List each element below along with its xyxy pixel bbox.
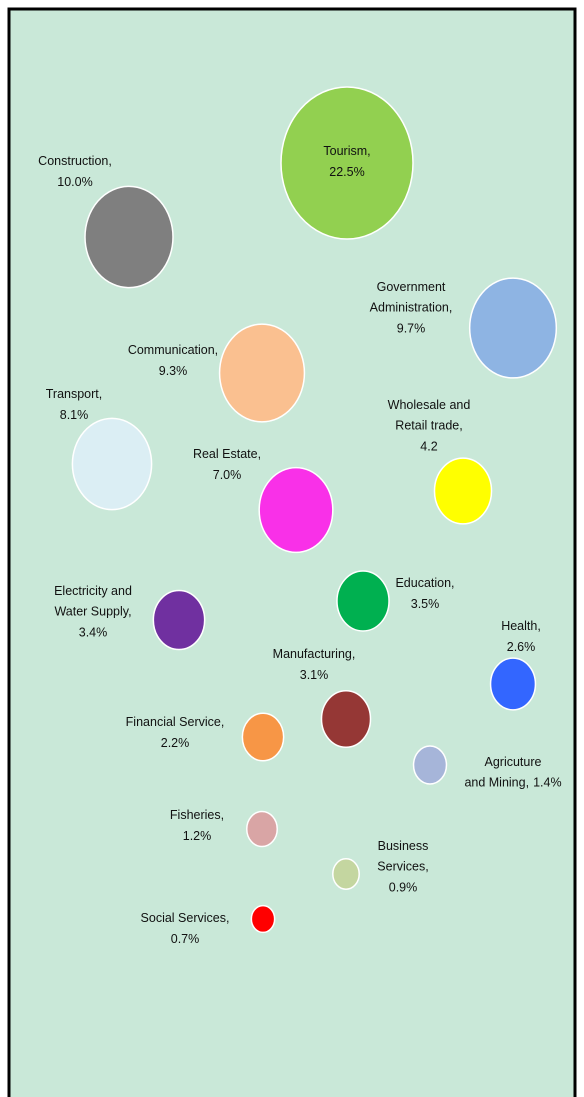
category-label: Services, (377, 860, 428, 874)
bubble-label: Water Supply, (54, 605, 131, 619)
bubble (280, 86, 414, 240)
category-label: Communication, (128, 343, 218, 357)
value-label: 7.0% (213, 468, 242, 482)
bubble-label: Electricity and (54, 584, 132, 598)
category-label: Agricuture (485, 755, 542, 769)
value-label: 2.2% (161, 736, 190, 750)
bubble-label: Tourism, (323, 144, 370, 158)
category-label: Financial Service, (126, 715, 225, 729)
bubble-label: Fisheries, (170, 808, 224, 822)
bubble (468, 277, 558, 379)
bubble-label: Financial Service, (126, 715, 225, 729)
bubble-label: and Mining, 1.4% (464, 776, 561, 790)
value-label: 4.2 (420, 439, 437, 453)
bubble-label: Construction, (38, 154, 112, 168)
bubble (246, 810, 278, 848)
category-label: Manufacturing, (273, 647, 356, 661)
value-label: 2.6% (507, 640, 536, 654)
bubble-label: Education, (395, 576, 454, 590)
category-label: Real Estate, (193, 447, 261, 461)
category-label: Electricity and (54, 584, 132, 598)
bubble-label: Social Services, (141, 911, 230, 925)
bubble-label: Transport, (46, 387, 103, 401)
category-label: Business (378, 839, 429, 853)
value-label: 3.1% (300, 668, 329, 682)
value-label: 9.7% (397, 321, 426, 335)
category-label: Social Services, (141, 911, 230, 925)
bubble-label: Real Estate, (193, 447, 261, 461)
bubble (489, 657, 537, 711)
value-label: 10.0% (57, 175, 92, 189)
bubble-label: Agricuture (485, 755, 542, 769)
category-label: Government (377, 280, 446, 294)
category-label: Water Supply, (54, 605, 131, 619)
bubble-label: Communication, (128, 343, 218, 357)
category-label: Health, (501, 619, 541, 633)
bubble (218, 323, 306, 423)
category-label: Wholesale and (388, 398, 471, 412)
value-label: 22.5% (329, 165, 364, 179)
bubble-label: Administration, (370, 301, 453, 315)
category-label: and Mining, (464, 776, 529, 790)
category-label: Construction, (38, 154, 112, 168)
bubble (412, 745, 448, 785)
bubble (433, 457, 493, 525)
bubble-label: Retail trade, (395, 419, 462, 433)
value-label: 3.4% (79, 625, 108, 639)
bubble (71, 417, 153, 511)
category-label: Tourism, (323, 144, 370, 158)
bubble (84, 185, 174, 289)
bubble (241, 712, 285, 762)
value-label: 1.4% (533, 776, 562, 790)
bubble (258, 466, 334, 554)
bubble-label: Manufacturing, (273, 647, 356, 661)
bubble-label: Services, (377, 860, 428, 874)
bubble (152, 589, 206, 651)
bubble-label: Health, (501, 619, 541, 633)
bubble-label: Government (377, 280, 446, 294)
value-label: 8.1% (60, 408, 89, 422)
bubble (332, 858, 360, 890)
category-label: Fisheries, (170, 808, 224, 822)
value-label: 0.7% (171, 932, 200, 946)
category-label: Retail trade, (395, 419, 462, 433)
value-label: 1.2% (183, 829, 212, 843)
bubble (250, 904, 276, 934)
category-label: Education, (395, 576, 454, 590)
value-label: 3.5% (411, 597, 440, 611)
value-label: 0.9% (389, 880, 418, 894)
bubble-label: Business (378, 839, 429, 853)
bubble-label: Wholesale and (388, 398, 471, 412)
bubble (336, 570, 390, 632)
value-label: 9.3% (159, 364, 188, 378)
category-label: Administration, (370, 301, 453, 315)
category-label: Transport, (46, 387, 103, 401)
bubble (320, 690, 372, 748)
